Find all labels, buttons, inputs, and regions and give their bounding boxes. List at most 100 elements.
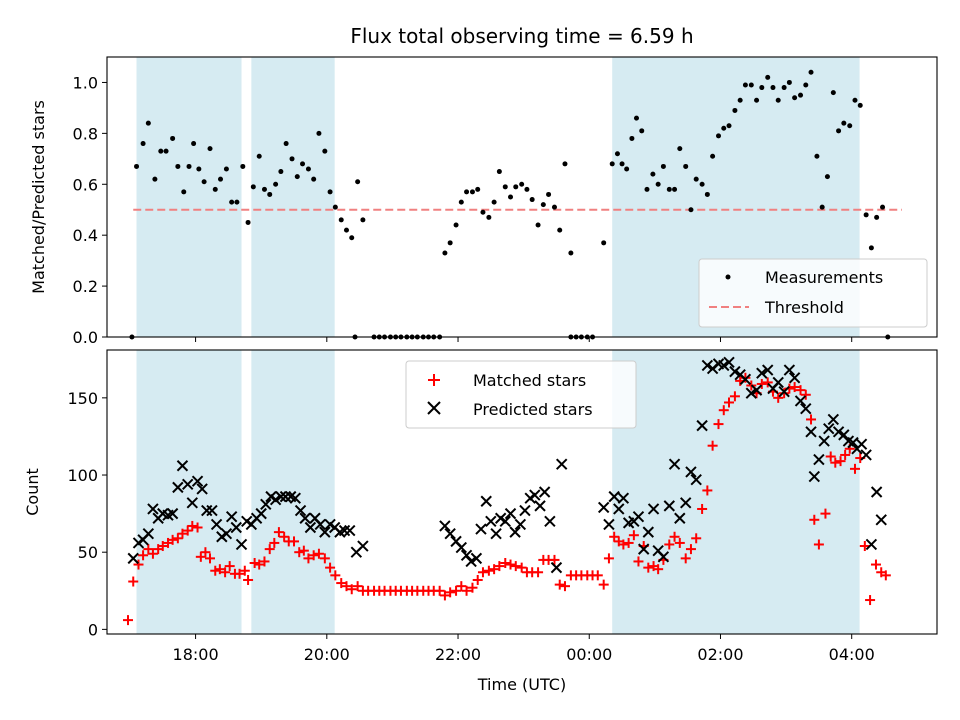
matched-star-point [195, 551, 206, 562]
predicted-star-point [745, 387, 758, 399]
predicted-star-point [357, 540, 369, 552]
y-tick-label: 0.4 [73, 226, 98, 245]
matched-star-point [865, 595, 876, 606]
predicted-star-point [235, 538, 248, 551]
measurement-point [546, 191, 552, 197]
measurement-point [305, 166, 311, 172]
matched-star-point [795, 385, 806, 396]
predicted-star-point [142, 527, 155, 540]
measurement-point [145, 120, 151, 126]
predicted-star-point [294, 504, 307, 517]
predicted-star-point [529, 489, 541, 501]
measurement-point [644, 186, 650, 192]
matched-star-point [319, 553, 330, 564]
measurement-point [322, 148, 328, 154]
matched-star-point [500, 558, 511, 568]
matched-star-point [259, 556, 270, 567]
matched-star-point [533, 567, 544, 578]
predicted-star-point [544, 515, 556, 528]
measurement-point [880, 204, 886, 210]
matched-star-point [813, 539, 824, 550]
measurement-point [660, 163, 666, 169]
matched-star-point [598, 579, 609, 590]
predicted-star-point [220, 527, 233, 540]
predicted-star-point [186, 497, 199, 509]
predicted-star-point [490, 527, 502, 540]
predicted-star-point [870, 486, 883, 498]
bottom-y-axis-label: Count [23, 468, 42, 516]
predicted-star-point [465, 555, 477, 568]
matched-star-point [489, 564, 500, 575]
measurement-point [191, 141, 197, 147]
matched-star-point [628, 530, 639, 541]
x-tick-label: 02:00 [697, 645, 743, 664]
predicted-star-point [739, 373, 752, 386]
predicted-star-point [613, 503, 625, 515]
predicted-star-point [555, 458, 568, 470]
measurement-point [710, 153, 716, 159]
matched-star-point [559, 581, 570, 592]
y-tick-label: 50 [78, 543, 98, 562]
measurement-point [175, 163, 181, 169]
measurement-point [316, 130, 322, 136]
predicted-star-point [269, 494, 282, 506]
matched-star-point [224, 561, 235, 572]
measurement-point [557, 227, 563, 233]
measurement-point [343, 227, 349, 233]
measurement-point [824, 174, 830, 180]
matched-star-point [516, 562, 527, 573]
legend-predicted-marker [427, 401, 441, 415]
predicted-star-point [794, 395, 807, 407]
matched-star-point [205, 553, 216, 564]
measurement-point [704, 191, 710, 197]
matched-star-point [835, 456, 846, 467]
matched-star-point [880, 570, 891, 581]
measurement-point [480, 209, 486, 215]
predicted-star-point [855, 438, 868, 450]
predicted-star-point [617, 492, 630, 504]
measurement-point [874, 214, 880, 220]
matched-star-point [603, 553, 614, 564]
top-y-axis-label: Matched/Predicted stars [29, 100, 48, 294]
predicted-star-point [504, 507, 517, 520]
predicted-star-point [638, 543, 650, 555]
measurement-point [748, 82, 754, 88]
measurement-point [338, 217, 344, 223]
predicted-star-point [783, 364, 796, 376]
measurement-point [207, 146, 213, 152]
predicted-star-point [608, 490, 620, 503]
predicted-star-point [788, 372, 801, 384]
matched-star-point [303, 553, 314, 564]
matched-star-point [143, 544, 154, 555]
predicted-star-point [127, 552, 139, 565]
measurement-point [562, 161, 568, 167]
bottom-legend: Matched stars Predicted stars [405, 360, 637, 429]
predicted-star-point [679, 497, 692, 509]
shaded-interval-1 [251, 57, 335, 337]
measurement-point [491, 199, 497, 205]
predicted-star-point [865, 538, 878, 551]
measurement-point [798, 92, 804, 98]
predicted-star-point [701, 359, 714, 372]
matched-star-point [870, 559, 881, 570]
predicted-star-point [166, 507, 179, 520]
predicted-star-point [279, 490, 292, 503]
shaded-interval-0 [136, 350, 242, 634]
measurement-point [475, 186, 481, 192]
matched-star-point [702, 485, 713, 496]
matched-star-point [623, 537, 634, 548]
measurement-point [218, 176, 224, 182]
legend-matched-marker [428, 374, 440, 386]
predicted-star-point [657, 551, 670, 563]
measurement-point [655, 181, 661, 187]
predicted-star-point [475, 523, 487, 535]
measurement-point [458, 199, 464, 205]
matched-star-point [177, 528, 188, 539]
measurement-point [770, 85, 776, 91]
measurement-point [300, 161, 306, 167]
predicted-star-point [191, 475, 204, 487]
predicted-star-point [509, 526, 521, 538]
predicted-star-point [172, 481, 184, 494]
measurement-point [283, 141, 289, 147]
matched-star-point [664, 539, 675, 550]
